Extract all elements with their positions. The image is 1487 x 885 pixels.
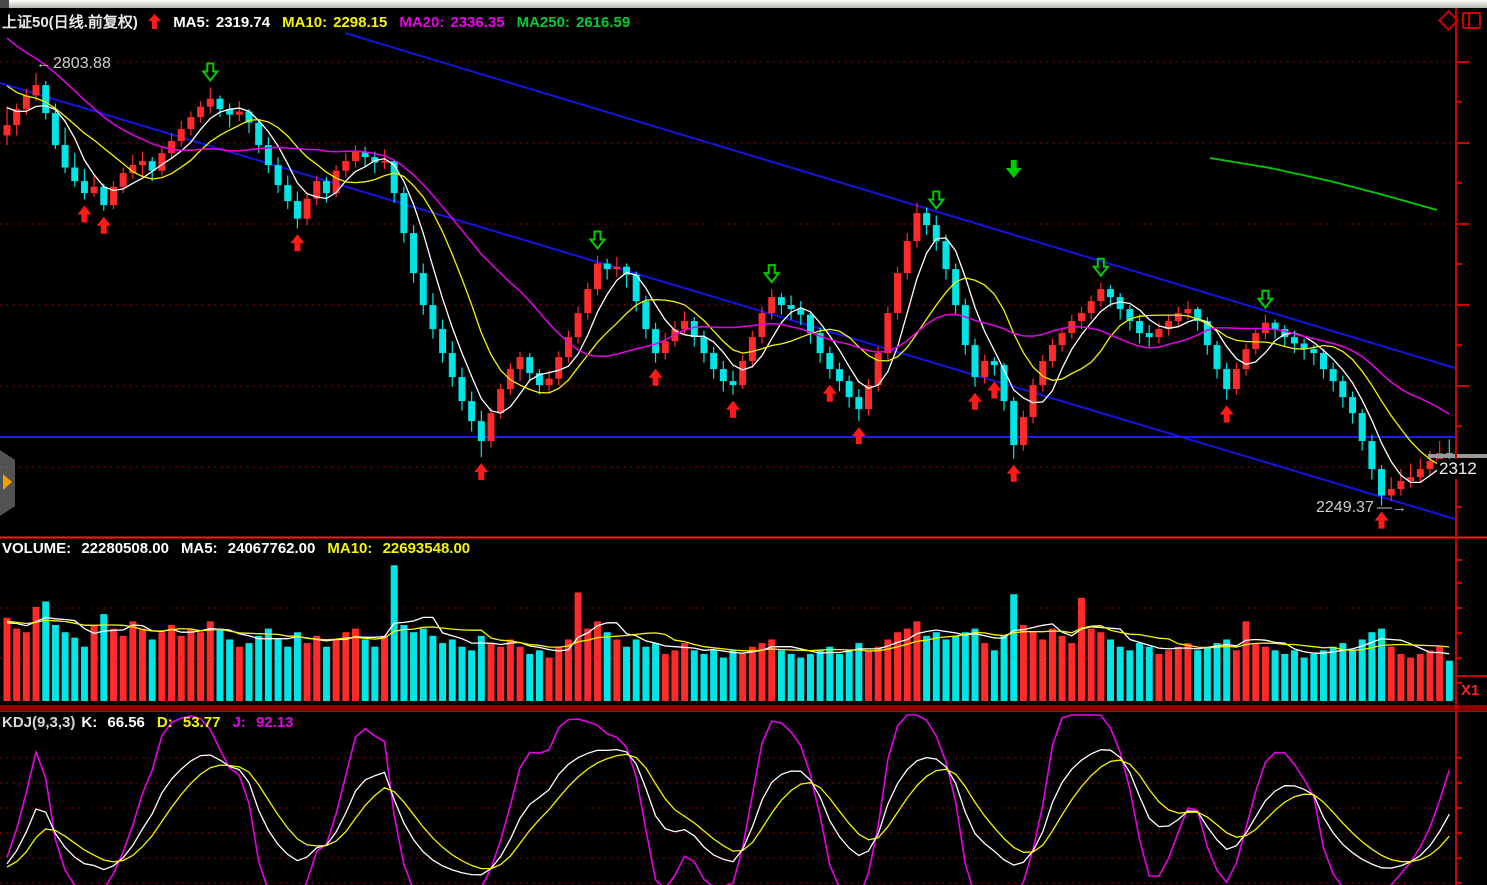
kdj-k-value: 66.56 bbox=[107, 714, 145, 731]
volume-value: 22280508.00 bbox=[81, 540, 169, 557]
last-price-label: 2312 bbox=[1437, 459, 1479, 479]
right-axis bbox=[1455, 8, 1487, 885]
ma5-value: 2319.74 bbox=[215, 14, 271, 31]
expand-right-icon bbox=[3, 474, 12, 490]
kdj-chart[interactable] bbox=[6, 714, 1451, 885]
grid-lines bbox=[0, 61, 1456, 884]
low-price-label: 2249.37 —→ bbox=[1316, 499, 1407, 516]
ma250-label: MA250: bbox=[516, 14, 570, 31]
candle-panel-header: 上证50(日线.前复权) MA5: 2319.74 MA10: 2298.15 MA20… bbox=[2, 11, 642, 32]
ma20-label: MA20: bbox=[399, 14, 445, 31]
kdj-d-value: 53.77 bbox=[182, 714, 221, 731]
candlestick-chart[interactable] bbox=[3, 73, 1453, 506]
trendlines bbox=[0, 32, 1456, 520]
trend-up-icon bbox=[144, 14, 165, 31]
ma5-label: MA5: bbox=[173, 14, 210, 31]
window-corner-notch bbox=[0, 0, 9, 8]
left-arrow-glyph: ← bbox=[36, 55, 51, 72]
ma10-label: MA10: bbox=[282, 14, 328, 31]
ma10-legend: MA10: 2298.15 bbox=[282, 14, 393, 31]
kdj-panel-header: KDJ(9,3,3) K: 66.56 D: 53.77 J: 92.13 bbox=[2, 714, 306, 731]
volume-ma10-value: 22693548.00 bbox=[382, 540, 471, 557]
signal-arrows bbox=[77, 62, 1389, 529]
volume-ma5-label: MA5: bbox=[180, 540, 218, 557]
volume-ma10-label: MA10: bbox=[327, 540, 373, 557]
volume-scale-label: X1 bbox=[1461, 682, 1480, 699]
split-window-icon[interactable] bbox=[1462, 12, 1481, 29]
ma20-value: 2336.35 bbox=[450, 14, 505, 31]
kdj-j-value: 92.13 bbox=[255, 714, 294, 731]
price-ma-lines bbox=[6, 37, 1450, 484]
volume-ma5-value: 24067762.00 bbox=[227, 540, 316, 557]
panel-separators bbox=[0, 536, 1487, 712]
volume-label: VOLUME: bbox=[2, 540, 72, 557]
ma250-legend: MA250: 2616.59 bbox=[517, 14, 637, 31]
volume-chart[interactable] bbox=[3, 565, 1453, 701]
window-top-edge bbox=[0, 0, 1487, 8]
kdj-d-label: D: bbox=[156, 714, 173, 731]
sidebar-slide-handle[interactable] bbox=[0, 450, 15, 516]
ma250-value: 2616.59 bbox=[575, 14, 631, 31]
ma5-legend: MA5: 2319.74 bbox=[173, 14, 276, 31]
high-price-label: ← 2803.88 bbox=[36, 55, 111, 72]
kdj-name: KDJ(9,3,3) bbox=[2, 714, 76, 731]
symbol-title: 上证50(日线.前复权) bbox=[2, 14, 138, 31]
kdj-j-label: J: bbox=[232, 714, 246, 731]
kdj-k-label: K: bbox=[81, 714, 98, 731]
volume-panel-header: VOLUME: 22280508.00 MA5: 24067762.00 MA10:… bbox=[2, 540, 482, 557]
right-arrow-glyph: —→ bbox=[1376, 499, 1407, 516]
ma10-value: 2298.15 bbox=[333, 14, 388, 31]
ma20-legend: MA20: 2336.35 bbox=[399, 14, 510, 31]
